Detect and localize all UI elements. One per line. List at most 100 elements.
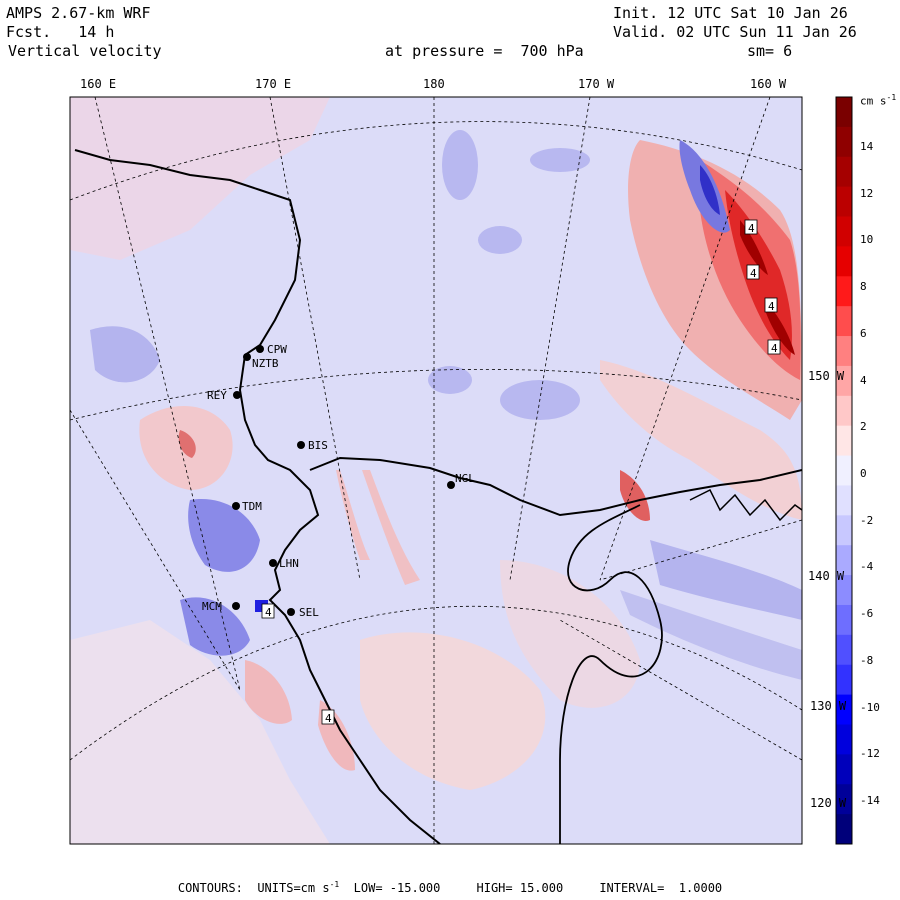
field-patch [70,620,330,844]
field-patch [360,632,546,790]
station-bis: BIS [297,439,328,452]
colorbar-segment [836,545,852,576]
colorbar-tick-label: -12 [860,747,880,761]
meridian [599,519,802,581]
meridian [70,409,241,691]
negative-blob [428,366,472,394]
station-sel: SEL [287,606,319,619]
colorbar-segment [836,634,852,666]
station-mcm: MCM [202,600,240,613]
lon-label-170e: 170 E [255,77,292,91]
colorbar-segment [836,246,852,277]
meridian [269,97,361,581]
colorbar-segment [836,216,852,247]
positive-streak [362,470,420,585]
coastline [689,488,802,522]
lat-label-130w: 130 W [810,699,847,713]
svg-text:4: 4 [768,300,775,313]
map-frame [69,96,803,845]
contour-label: 4 [746,264,760,280]
svg-text:4: 4 [265,606,272,619]
svg-text:4: 4 [771,342,778,355]
grounding-line [559,504,663,844]
colorbar-segment [836,395,852,427]
lon-label-180: 180 [423,77,445,91]
contour-info: CONTOURS: UNITS=cm s-1 LOW= -15.000 HIGH… [177,880,723,895]
meridian [599,97,771,581]
coastline [74,149,441,844]
negative-region [188,499,260,572]
svg-text:4: 4 [750,267,757,280]
colorbar-segment [836,306,852,337]
contour-label: 4 [767,339,781,355]
lon-label-160e: 160 E [80,77,117,91]
colorbar-tick-label: 14 [860,140,874,153]
svg-text:NZTB: NZTB [252,357,279,370]
contour-label: 4 [321,709,335,725]
positive-core [178,430,196,458]
colorbar-segment [836,336,852,367]
svg-text:4: 4 [325,712,332,725]
station-rey: REY [207,389,241,402]
colorbar-segment [836,455,852,486]
colorbar [836,97,852,845]
field-patch [500,560,640,708]
colorbar-segment [836,276,852,307]
latitude-circle [70,605,802,761]
field-patch [70,97,330,260]
svg-text:SEL: SEL [299,606,319,619]
lat-label-150w: 150 W [808,369,845,383]
field-name: Vertical velocity [8,42,162,60]
ice-shelf-edge [309,456,802,517]
negative-region [650,540,802,620]
smoothing: sm= 6 [747,42,793,60]
colorbar-segment [836,664,852,696]
lat-label-120w: 120 W [810,796,847,810]
colorbar-segment [836,724,852,755]
colorbar-tick-label: -14 [860,794,880,807]
pressure-level: at pressure = 700 hPa [385,42,584,60]
colorbar-tick-label: -8 [860,653,874,667]
colorbar-tick-label: -6 [860,607,874,621]
valid-time: Valid. 02 UTC Sun 11 Jan 26 [613,23,857,41]
colorbar-tick-label: 8 [860,280,867,294]
svg-text:BIS: BIS [308,439,328,452]
colorbar-tick-label: 12 [860,186,874,200]
init-time: Init. 12 UTC Sat 10 Jan 26 [613,4,848,22]
negative-region [90,326,160,383]
model-title: AMPS 2.67-km WRF [6,4,151,22]
positive-streak [336,470,370,560]
colorbar-segment [836,754,852,785]
colorbar-segment [836,814,852,845]
colorbar-segment [836,784,852,815]
lon-label-160w: 160 W [750,77,787,91]
station-ngl: NGL [447,472,475,489]
colorbar-unit: cm s-1 [860,93,897,108]
colorbar-segment [836,365,852,397]
colorbar-tick-label: 6 [860,326,867,340]
station-cpw: CPW [256,343,287,356]
negative-blob [442,130,478,200]
contour-label: 4 [744,219,758,235]
colorbar-segment [836,694,852,725]
contour-label: 4 [764,297,778,313]
latitude-circle [70,368,802,421]
colorbar-tick-label: -2 [860,513,874,527]
colorbar-segment [836,515,852,546]
station-nztb: NZTB [243,353,279,370]
colorbar-segment [836,97,852,128]
negative-blob [530,148,590,172]
colorbar-tick-label: 0 [860,467,867,480]
svg-text:4: 4 [748,222,755,235]
negative-region [620,590,802,680]
colorbar-frame [835,96,853,845]
positive-region [245,660,292,724]
svg-text:NGL: NGL [455,472,475,485]
colorbar-segment [836,186,852,218]
svg-text:MCM: MCM [202,600,222,613]
colorbar-segment [836,156,852,188]
colorbar-segment [836,425,852,457]
negative-core [700,165,720,215]
positive-region [600,360,802,520]
